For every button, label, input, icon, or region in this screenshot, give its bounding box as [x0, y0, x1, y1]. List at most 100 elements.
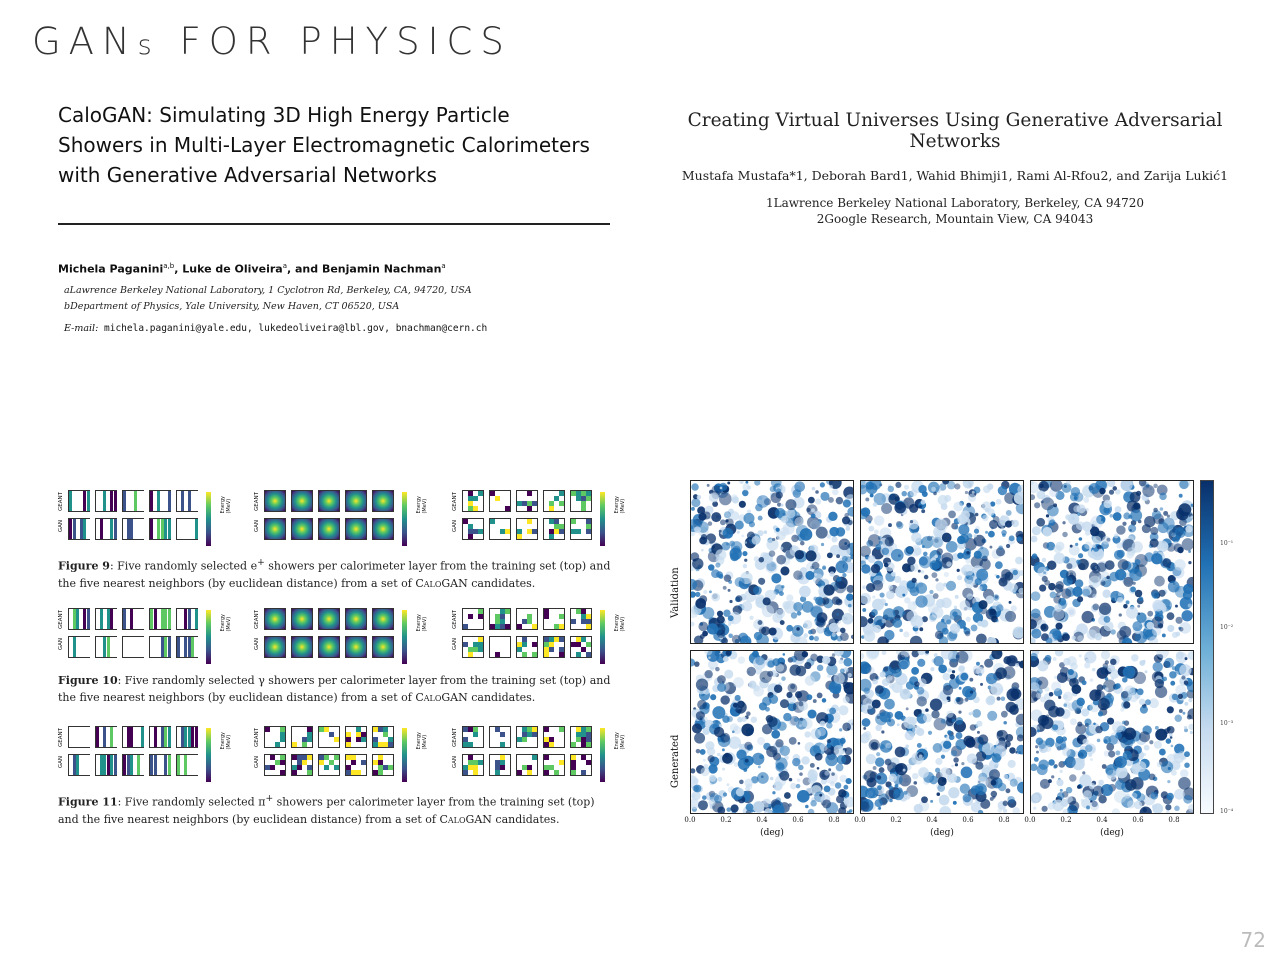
figure-11-caption: Figure 11: Five randomly selected π+ sho…: [58, 793, 595, 826]
shower-thumbnail: [95, 636, 117, 658]
x-tick-label: 0.0: [854, 816, 866, 824]
energy-colorbar: [206, 610, 211, 664]
row-label-gan: GAN: [254, 520, 260, 533]
shower-thumbnail: [345, 490, 367, 512]
shower-thumbnail: [264, 518, 286, 540]
calogan-affiliation-b: bDepartment of Physics, Yale University,…: [64, 301, 400, 312]
colorbar-tick: 10⁻²: [1220, 624, 1234, 631]
shower-thumbnail: [149, 608, 171, 630]
figure-9-images: GEANT GAN Energy (MeV) GEANT GAN Energy (MeV)…: [58, 490, 626, 552]
row-label-validation: Validation: [670, 567, 681, 618]
row-label-geant: GEANT: [58, 492, 64, 511]
shower-thumbnail: [318, 754, 340, 776]
shower-thumbnail: [543, 636, 565, 658]
shower-thumbnail: [489, 518, 511, 540]
shower-thumbnail: [318, 490, 340, 512]
shower-thumbnail: [543, 518, 565, 540]
shower-thumbnail: [176, 490, 198, 512]
density-map-panel: [1030, 480, 1194, 644]
shower-thumbnail: [122, 754, 144, 776]
shower-thumbnail: [462, 490, 484, 512]
figure-10-caption: Figure 10: Five randomly selected γ show…: [58, 674, 611, 704]
calogan-authors: Michela Paganinia,b, Luke de Oliveiraa, …: [58, 262, 446, 276]
shower-thumbnail: [516, 754, 538, 776]
virtual-universes-affiliation-1: 1Lawrence Berkeley National Laboratory, …: [765, 196, 1144, 210]
x-tick-label: 0.6: [792, 816, 804, 824]
shower-thumbnail: [489, 754, 511, 776]
shower-thumbnail: [489, 490, 511, 512]
slide-title: GANs FOR PHYSICS: [32, 20, 512, 63]
shower-thumbnail: [68, 726, 90, 748]
row-label-gan: GAN: [254, 638, 260, 651]
energy-colorbar: [206, 728, 211, 782]
shower-thumbnail: [149, 490, 171, 512]
energy-colorbar: [600, 610, 605, 664]
shower-thumbnail: [176, 754, 198, 776]
x-axis-label: (deg): [930, 828, 954, 838]
shower-thumbnail: [570, 608, 592, 630]
row-label-geant: GEANT: [58, 610, 64, 629]
row-label-gan: GAN: [452, 520, 458, 533]
shower-thumbnail: [291, 608, 313, 630]
row-label-geant: GEANT: [254, 492, 260, 511]
energy-colorbar-label: Energy (MeV): [220, 496, 232, 514]
title-rule: [58, 223, 610, 225]
shower-thumbnail: [372, 490, 394, 512]
row-label-geant: GEANT: [452, 492, 458, 511]
x-tick-label: 0.4: [926, 816, 938, 824]
shower-thumbnail: [149, 754, 171, 776]
x-tick-label: 0.2: [890, 816, 902, 824]
shower-thumbnail: [122, 636, 144, 658]
shower-thumbnail: [291, 490, 313, 512]
shower-thumbnail: [372, 608, 394, 630]
energy-colorbar-label: Energy (MeV): [416, 614, 428, 632]
shower-thumbnail: [291, 754, 313, 776]
shower-thumbnail: [95, 754, 117, 776]
virtual-universes-title: Creating Virtual Universes Using Generat…: [687, 110, 1223, 152]
virtual-universes-affiliation-2: 2Google Research, Mountain View, CA 9404…: [816, 212, 1094, 226]
energy-colorbar: [402, 728, 407, 782]
figure-9-caption: Figure 9: Five randomly selected e+ show…: [58, 557, 611, 590]
density-map-panel: [860, 650, 1024, 814]
x-tick-label: 0.0: [1024, 816, 1036, 824]
shower-thumbnail: [122, 608, 144, 630]
row-label-geant: GEANT: [254, 610, 260, 629]
density-map-panel: [690, 650, 854, 814]
shower-thumbnail: [176, 726, 198, 748]
shower-thumbnail: [95, 726, 117, 748]
shower-thumbnail: [345, 754, 367, 776]
shower-thumbnail: [68, 490, 90, 512]
colorbar-tick: 10⁻¹: [1220, 540, 1234, 547]
density-colorbar: [1200, 480, 1214, 814]
x-tick-label: 0.2: [720, 816, 732, 824]
row-label-geant: GEANT: [58, 728, 64, 747]
shower-thumbnail: [462, 726, 484, 748]
row-label-gan: GAN: [58, 756, 64, 769]
calogan-paper-header: CaloGAN: Simulating 3D High Energy Parti…: [58, 100, 618, 334]
shower-thumbnail: [489, 608, 511, 630]
shower-thumbnail: [176, 636, 198, 658]
figure-10-images: GEANT GAN Energy (MeV) GEANT GAN Energy (MeV)…: [58, 608, 626, 670]
shower-thumbnail: [372, 518, 394, 540]
shower-thumbnail: [264, 490, 286, 512]
shower-thumbnail: [516, 608, 538, 630]
shower-thumbnail: [149, 518, 171, 540]
energy-colorbar-label: Energy (MeV): [614, 732, 626, 750]
energy-colorbar-label: Energy (MeV): [614, 496, 626, 514]
energy-colorbar-label: Energy (MeV): [220, 614, 232, 632]
shower-thumbnail: [462, 608, 484, 630]
x-tick-label: 0.8: [1168, 816, 1180, 824]
row-label-gan: GAN: [58, 520, 64, 533]
x-axis-label: (deg): [1100, 828, 1124, 838]
density-map-panel: [860, 480, 1024, 644]
shower-thumbnail: [264, 726, 286, 748]
shower-thumbnail: [345, 726, 367, 748]
shower-thumbnail: [122, 518, 144, 540]
shower-thumbnail: [345, 636, 367, 658]
shower-thumbnail: [516, 726, 538, 748]
density-map-panel: [1030, 650, 1194, 814]
shower-thumbnail: [345, 518, 367, 540]
row-label-geant: GEANT: [254, 728, 260, 747]
shower-thumbnail: [570, 490, 592, 512]
calogan-affiliation-a: aLawrence Berkeley National Laboratory, …: [64, 285, 472, 296]
